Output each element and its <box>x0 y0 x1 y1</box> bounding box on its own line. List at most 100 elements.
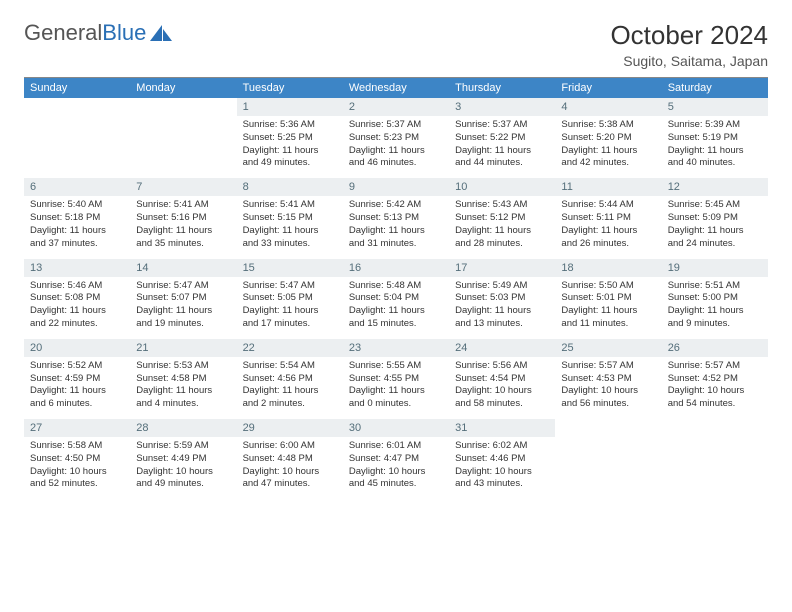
day-info-cell: Sunrise: 5:52 AMSunset: 4:59 PMDaylight:… <box>24 357 130 419</box>
day-info-cell: Sunrise: 5:58 AMSunset: 4:50 PMDaylight:… <box>24 437 130 499</box>
day-number-cell: 22 <box>237 339 343 357</box>
daylight-line: Daylight: 11 hours and 9 minutes. <box>668 305 762 331</box>
sunset-line: Sunset: 5:09 PM <box>668 212 762 225</box>
daylight-line: Daylight: 11 hours and 31 minutes. <box>349 225 443 251</box>
day-info-cell: Sunrise: 5:49 AMSunset: 5:03 PMDaylight:… <box>449 277 555 339</box>
daylight-line: Daylight: 10 hours and 49 minutes. <box>136 466 230 492</box>
sunrise-line: Sunrise: 5:43 AM <box>455 199 549 212</box>
sunrise-line: Sunrise: 5:36 AM <box>243 119 337 132</box>
day-info-cell: Sunrise: 5:47 AMSunset: 5:07 PMDaylight:… <box>130 277 236 339</box>
day-number-cell: 16 <box>343 259 449 277</box>
daylight-line: Daylight: 10 hours and 58 minutes. <box>455 385 549 411</box>
info-row: Sunrise: 5:52 AMSunset: 4:59 PMDaylight:… <box>24 357 768 419</box>
day-info-cell: Sunrise: 5:59 AMSunset: 4:49 PMDaylight:… <box>130 437 236 499</box>
daylight-line: Daylight: 11 hours and 37 minutes. <box>30 225 124 251</box>
sunset-line: Sunset: 5:18 PM <box>30 212 124 225</box>
day-info-cell: Sunrise: 5:48 AMSunset: 5:04 PMDaylight:… <box>343 277 449 339</box>
sunset-line: Sunset: 4:55 PM <box>349 373 443 386</box>
day-info-cell: Sunrise: 5:37 AMSunset: 5:23 PMDaylight:… <box>343 116 449 178</box>
sunrise-line: Sunrise: 5:45 AM <box>668 199 762 212</box>
day-number-cell: 21 <box>130 339 236 357</box>
day-info-cell: Sunrise: 5:45 AMSunset: 5:09 PMDaylight:… <box>662 196 768 258</box>
day-number-cell: 27 <box>24 419 130 437</box>
daylight-line: Daylight: 11 hours and 49 minutes. <box>243 145 337 171</box>
daylight-line: Daylight: 11 hours and 17 minutes. <box>243 305 337 331</box>
sunset-line: Sunset: 4:47 PM <box>349 453 443 466</box>
day-info-cell: Sunrise: 5:47 AMSunset: 5:05 PMDaylight:… <box>237 277 343 339</box>
daylight-line: Daylight: 11 hours and 6 minutes. <box>30 385 124 411</box>
daylight-line: Daylight: 11 hours and 35 minutes. <box>136 225 230 251</box>
brand-part2: Blue <box>102 20 146 46</box>
day-info-cell: Sunrise: 5:38 AMSunset: 5:20 PMDaylight:… <box>555 116 661 178</box>
sunset-line: Sunset: 5:13 PM <box>349 212 443 225</box>
sunset-line: Sunset: 4:49 PM <box>136 453 230 466</box>
day-info-cell: Sunrise: 5:41 AMSunset: 5:16 PMDaylight:… <box>130 196 236 258</box>
sunrise-line: Sunrise: 5:40 AM <box>30 199 124 212</box>
day-number-cell: 24 <box>449 339 555 357</box>
sunset-line: Sunset: 5:11 PM <box>561 212 655 225</box>
sunrise-line: Sunrise: 5:59 AM <box>136 440 230 453</box>
day-info-cell: Sunrise: 5:40 AMSunset: 5:18 PMDaylight:… <box>24 196 130 258</box>
sunset-line: Sunset: 4:48 PM <box>243 453 337 466</box>
day-number-cell: 14 <box>130 259 236 277</box>
sunset-line: Sunset: 5:07 PM <box>136 292 230 305</box>
sunset-line: Sunset: 5:22 PM <box>455 132 549 145</box>
daynum-row: 2728293031 <box>24 419 768 437</box>
daylight-line: Daylight: 11 hours and 24 minutes. <box>668 225 762 251</box>
day-info-cell: Sunrise: 5:57 AMSunset: 4:53 PMDaylight:… <box>555 357 661 419</box>
daylight-line: Daylight: 11 hours and 22 minutes. <box>30 305 124 331</box>
sunrise-line: Sunrise: 5:54 AM <box>243 360 337 373</box>
sunrise-line: Sunrise: 5:53 AM <box>136 360 230 373</box>
day-header: Monday <box>130 78 236 99</box>
daylight-line: Daylight: 10 hours and 56 minutes. <box>561 385 655 411</box>
day-header: Thursday <box>449 78 555 99</box>
day-number-cell <box>662 419 768 437</box>
day-info-cell: Sunrise: 5:55 AMSunset: 4:55 PMDaylight:… <box>343 357 449 419</box>
day-info-cell: Sunrise: 5:56 AMSunset: 4:54 PMDaylight:… <box>449 357 555 419</box>
sunset-line: Sunset: 5:23 PM <box>349 132 443 145</box>
day-number-cell: 20 <box>24 339 130 357</box>
info-row: Sunrise: 5:40 AMSunset: 5:18 PMDaylight:… <box>24 196 768 258</box>
sunset-line: Sunset: 5:25 PM <box>243 132 337 145</box>
sunset-line: Sunset: 4:52 PM <box>668 373 762 386</box>
info-row: Sunrise: 5:36 AMSunset: 5:25 PMDaylight:… <box>24 116 768 178</box>
sunset-line: Sunset: 4:58 PM <box>136 373 230 386</box>
sunset-line: Sunset: 5:03 PM <box>455 292 549 305</box>
sunrise-line: Sunrise: 5:42 AM <box>349 199 443 212</box>
day-number-cell: 4 <box>555 98 661 116</box>
daylight-line: Daylight: 10 hours and 43 minutes. <box>455 466 549 492</box>
day-info-cell: Sunrise: 6:01 AMSunset: 4:47 PMDaylight:… <box>343 437 449 499</box>
day-header: Saturday <box>662 78 768 99</box>
day-header: Friday <box>555 78 661 99</box>
sunset-line: Sunset: 5:05 PM <box>243 292 337 305</box>
day-info-cell: Sunrise: 5:36 AMSunset: 5:25 PMDaylight:… <box>237 116 343 178</box>
day-number-cell <box>555 419 661 437</box>
info-row: Sunrise: 5:58 AMSunset: 4:50 PMDaylight:… <box>24 437 768 499</box>
daylight-line: Daylight: 11 hours and 0 minutes. <box>349 385 443 411</box>
sunrise-line: Sunrise: 5:37 AM <box>349 119 443 132</box>
sunrise-line: Sunrise: 5:44 AM <box>561 199 655 212</box>
day-info-cell <box>130 116 236 178</box>
day-info-cell: Sunrise: 5:41 AMSunset: 5:15 PMDaylight:… <box>237 196 343 258</box>
sunset-line: Sunset: 4:54 PM <box>455 373 549 386</box>
daylight-line: Daylight: 11 hours and 44 minutes. <box>455 145 549 171</box>
sunset-line: Sunset: 5:15 PM <box>243 212 337 225</box>
info-row: Sunrise: 5:46 AMSunset: 5:08 PMDaylight:… <box>24 277 768 339</box>
sunrise-line: Sunrise: 5:49 AM <box>455 280 549 293</box>
day-number-cell: 2 <box>343 98 449 116</box>
sunset-line: Sunset: 5:12 PM <box>455 212 549 225</box>
brand-logo: GeneralBlue <box>24 20 174 46</box>
day-number-cell: 29 <box>237 419 343 437</box>
day-number-cell: 18 <box>555 259 661 277</box>
day-info-cell: Sunrise: 6:02 AMSunset: 4:46 PMDaylight:… <box>449 437 555 499</box>
sunset-line: Sunset: 4:56 PM <box>243 373 337 386</box>
location-text: Sugito, Saitama, Japan <box>610 53 768 69</box>
day-info-cell: Sunrise: 5:54 AMSunset: 4:56 PMDaylight:… <box>237 357 343 419</box>
title-block: October 2024 Sugito, Saitama, Japan <box>610 20 768 69</box>
sunset-line: Sunset: 4:46 PM <box>455 453 549 466</box>
sunset-line: Sunset: 5:00 PM <box>668 292 762 305</box>
sunrise-line: Sunrise: 5:55 AM <box>349 360 443 373</box>
daylight-line: Daylight: 10 hours and 47 minutes. <box>243 466 337 492</box>
daylight-line: Daylight: 11 hours and 46 minutes. <box>349 145 443 171</box>
sunrise-line: Sunrise: 5:41 AM <box>243 199 337 212</box>
